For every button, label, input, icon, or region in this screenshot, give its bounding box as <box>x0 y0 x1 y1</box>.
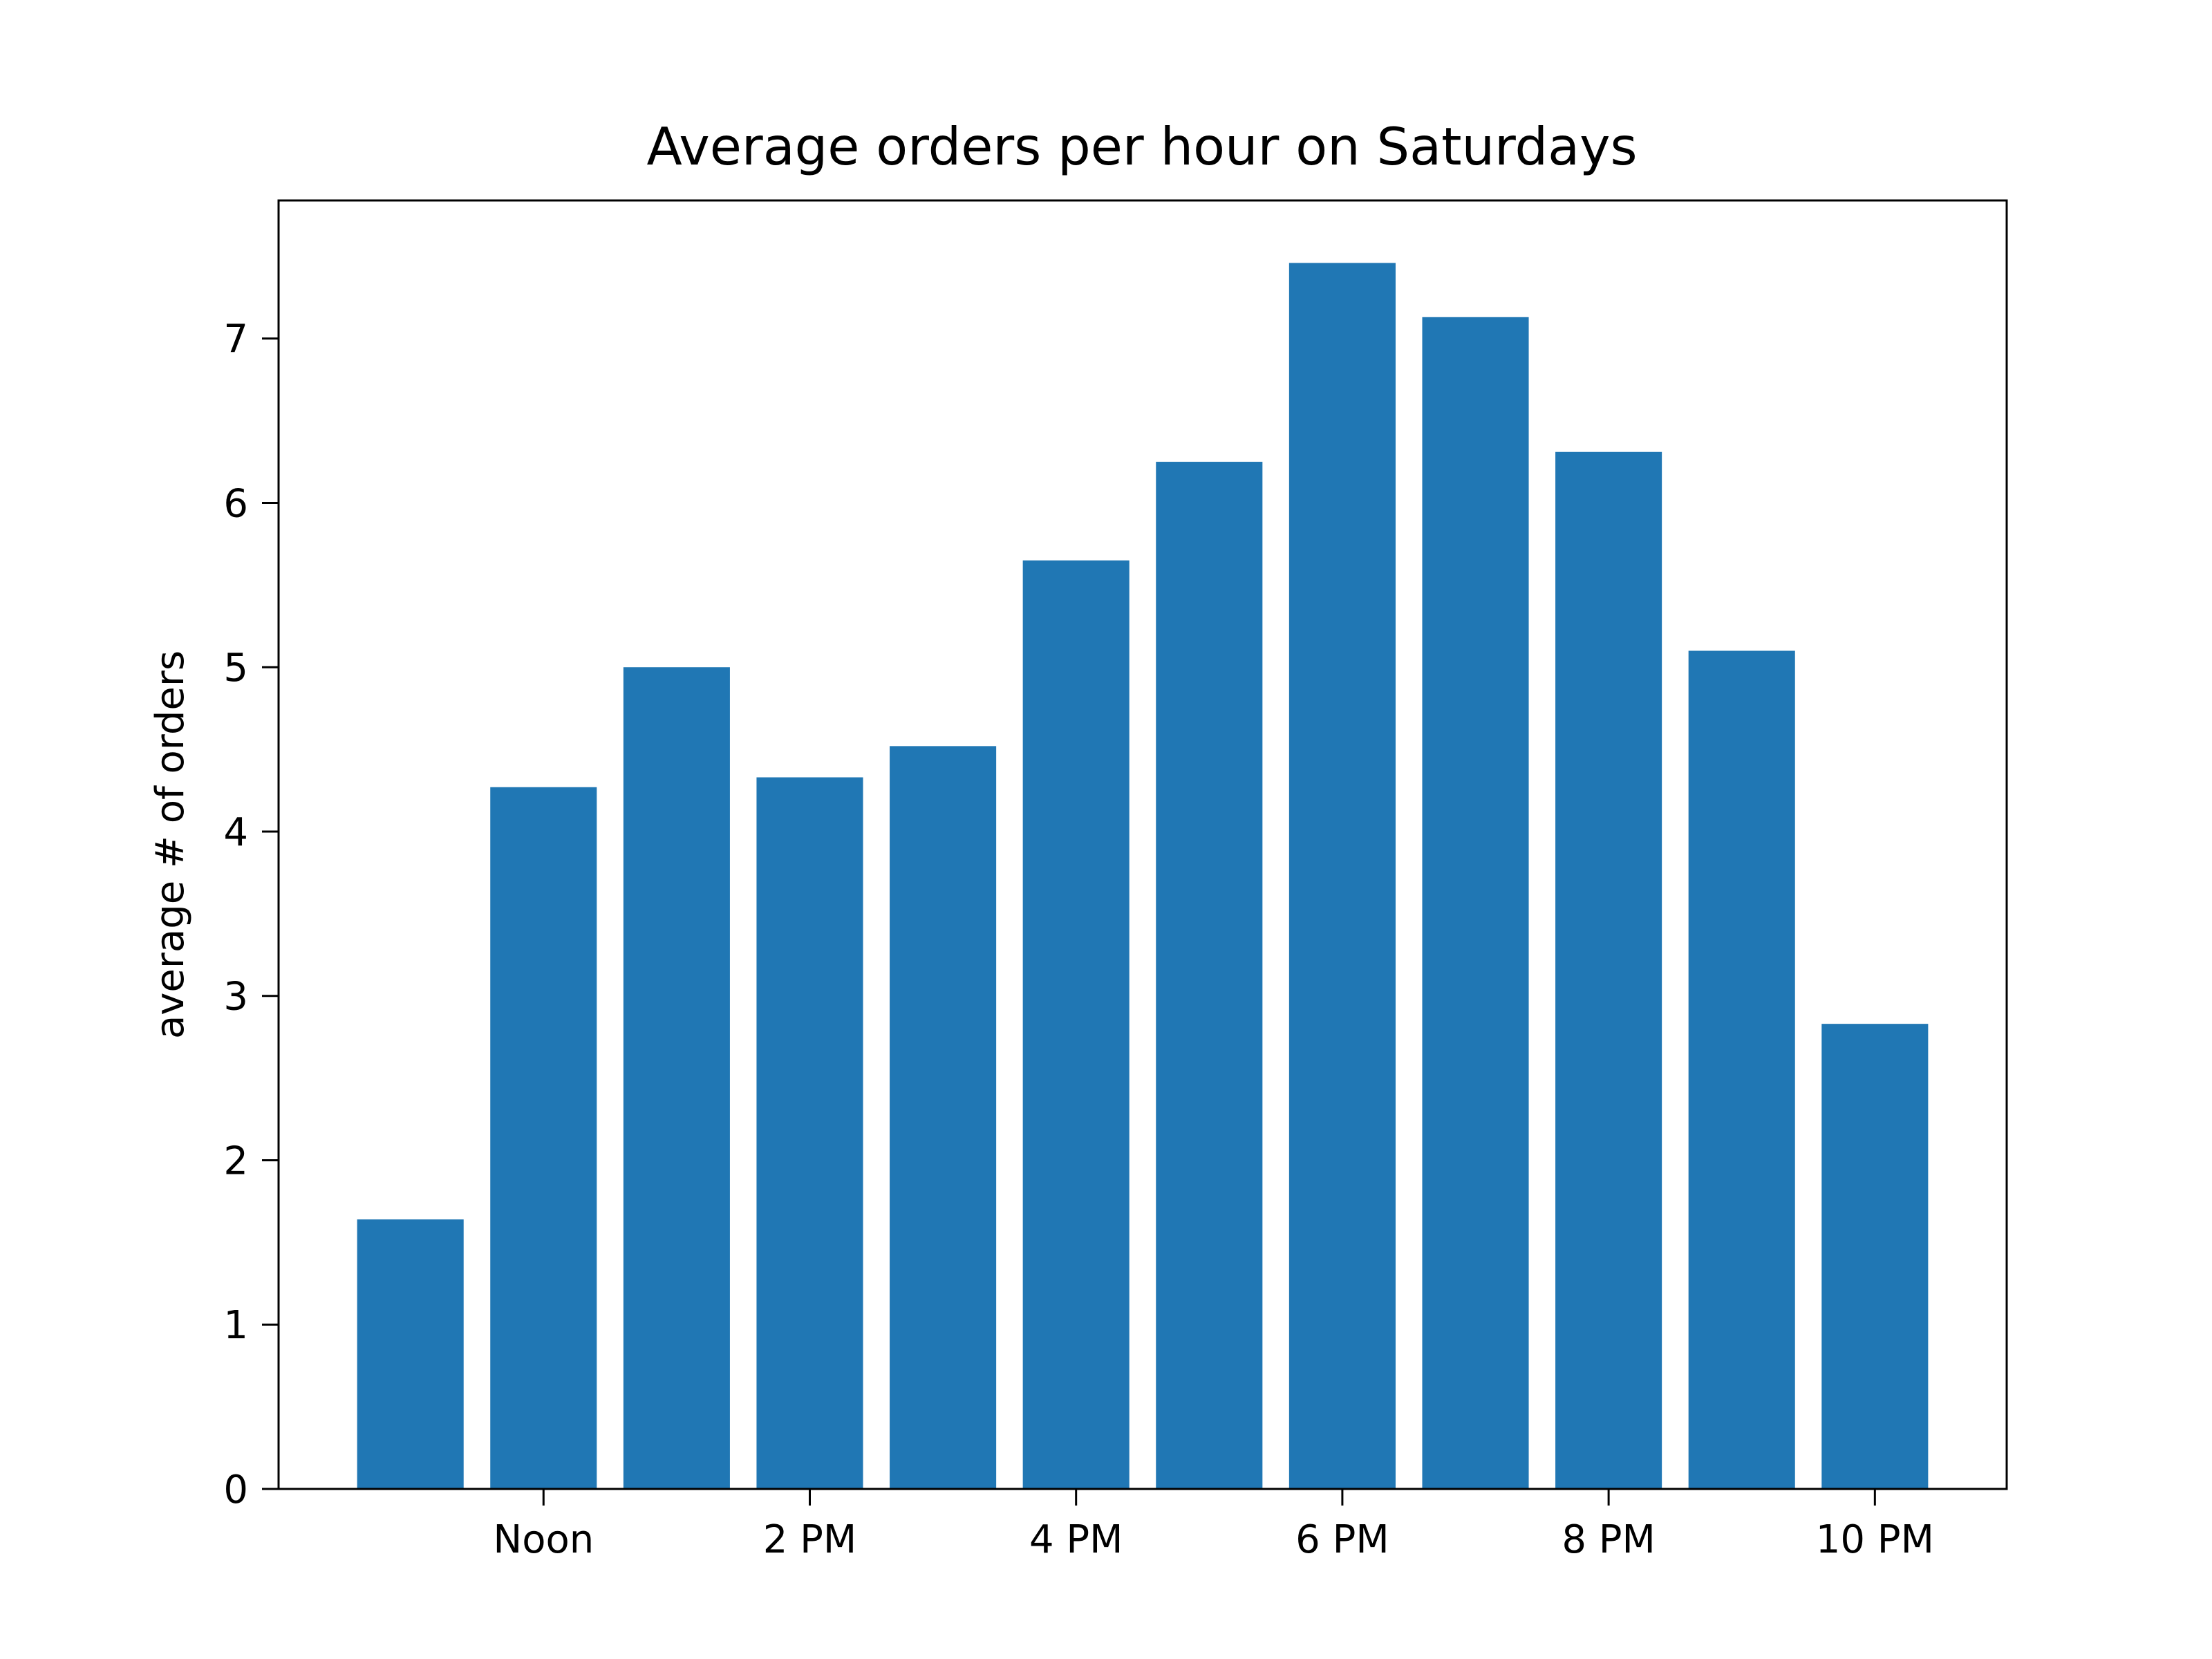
x-tick-label-0: Noon <box>493 1517 594 1562</box>
x-tick-label-4: 8 PM <box>1562 1517 1656 1562</box>
x-axis: Noon 2 PM 4 PM 6 PM 8 PM 10 PM <box>493 1489 1934 1562</box>
y-axis-label: average # of orders <box>148 650 193 1039</box>
bar-2 <box>623 667 730 1489</box>
bar-9 <box>1555 451 1662 1489</box>
y-tick-label-5: 5 <box>223 646 248 691</box>
y-tick-label-3: 3 <box>223 975 248 1020</box>
x-tick-label-1: 2 PM <box>763 1517 857 1562</box>
y-tick-label-0: 0 <box>223 1468 248 1512</box>
y-tick-label-4: 4 <box>223 810 248 855</box>
chart-title: Average orders per hour on Saturdays <box>646 116 1637 177</box>
y-tick-label-1: 1 <box>223 1303 248 1348</box>
bar-6 <box>1156 462 1263 1489</box>
bar-4 <box>890 746 997 1489</box>
bar-11 <box>1821 1024 1929 1489</box>
y-tick-label-7: 7 <box>223 317 248 362</box>
bar-8 <box>1422 317 1529 1489</box>
bar-7 <box>1288 263 1396 1489</box>
bars <box>357 263 1929 1490</box>
x-tick-label-3: 6 PM <box>1295 1517 1389 1562</box>
y-tick-label-6: 6 <box>223 481 248 526</box>
bar-10 <box>1688 650 1795 1489</box>
bar-5 <box>1022 560 1130 1490</box>
y-axis: 0 1 2 3 4 5 6 7 <box>223 317 279 1512</box>
bar-3 <box>756 777 863 1489</box>
plot-frame <box>277 199 2008 1490</box>
x-tick-label-2: 4 PM <box>1029 1517 1123 1562</box>
bar-0 <box>357 1219 464 1489</box>
bar-1 <box>490 787 597 1489</box>
x-tick-label-5: 10 PM <box>1816 1517 1934 1562</box>
y-tick-label-2: 2 <box>223 1138 248 1183</box>
